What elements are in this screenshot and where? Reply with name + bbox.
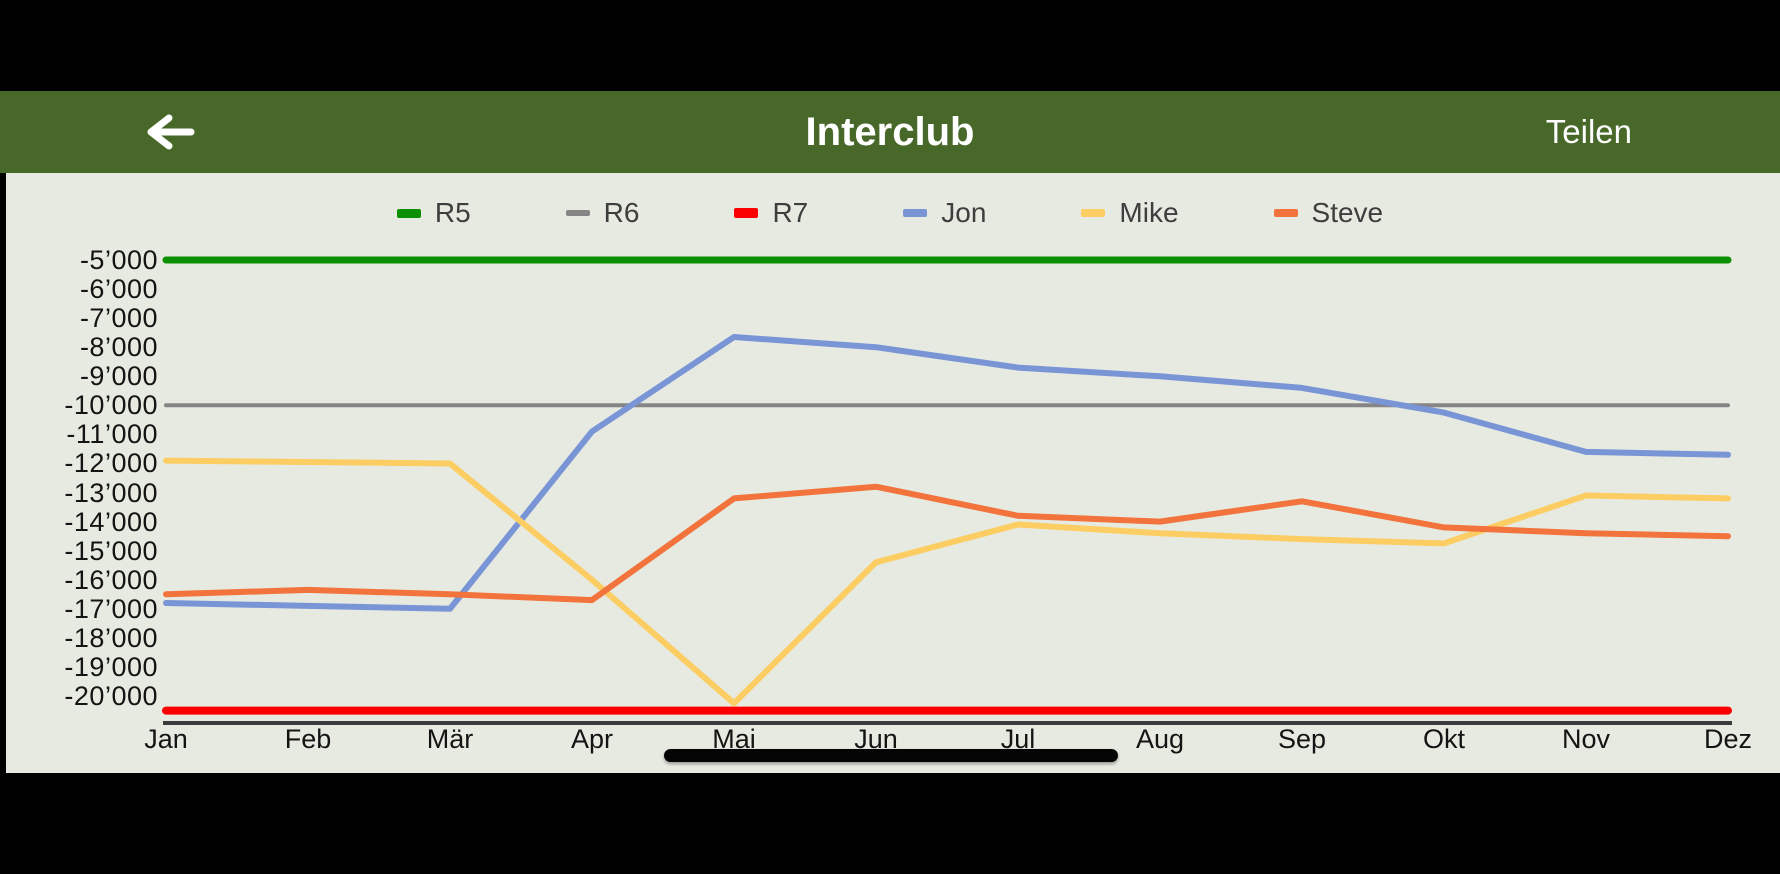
chart-legend: R5 R6 R7 Jon Mike Steve: [0, 195, 1780, 231]
legend-label: Jon: [941, 197, 987, 228]
x-tick-label: Aug: [1135, 724, 1185, 754]
y-tick-label: -15’000: [64, 536, 158, 566]
y-tick-label: -12’000: [64, 448, 158, 478]
series-line-Jon: [163, 334, 1731, 612]
arrow-left-icon: [147, 114, 195, 150]
legend-label: R5: [434, 197, 471, 228]
back-button[interactable]: [142, 110, 198, 154]
legend-swatch-Mike: [1081, 209, 1106, 217]
legend-swatch-Jon: [903, 209, 928, 217]
y-tick-label: -11’000: [66, 419, 158, 449]
legend-label: R7: [772, 197, 809, 228]
y-tick-label: -8’000: [79, 332, 158, 362]
legend-item-Jon: Jon: [903, 197, 986, 229]
x-tick-label: Feb: [284, 724, 332, 754]
y-tick-label: -6’000: [79, 274, 158, 304]
y-tick-label: -9’000: [79, 361, 158, 391]
legend-label: R6: [603, 197, 640, 228]
y-tick-label: -20’000: [64, 681, 158, 711]
chart-plot: [162, 256, 1732, 725]
x-tick-label: Okt: [1422, 724, 1465, 754]
y-tick-label: -14’000: [64, 507, 158, 537]
y-tick-label: -7’000: [79, 303, 158, 333]
legend-item-R6: R6: [565, 197, 640, 229]
x-tick-label: Nov: [1561, 724, 1610, 754]
top-letterbox-bar: [0, 0, 1780, 91]
legend-swatch-R5: [396, 208, 421, 218]
legend-item-Mike: Mike: [1081, 197, 1179, 229]
legend-swatch-Steve: [1273, 209, 1298, 217]
y-tick-label: -13’000: [64, 478, 158, 508]
x-tick-label: Sep: [1277, 724, 1327, 754]
legend-label: Mike: [1119, 197, 1179, 228]
left-edge-strip: [0, 173, 6, 773]
legend-item-R7: R7: [734, 197, 808, 229]
bottom-letterbox-bar: [0, 773, 1780, 874]
legend-swatch-R6: [565, 210, 590, 216]
series-line-Mike: [163, 457, 1731, 707]
page-title: Interclub: [805, 110, 975, 154]
legend-item-Steve: Steve: [1273, 197, 1384, 229]
y-tick-label: -19’000: [64, 652, 158, 682]
y-tick-label: -17’000: [64, 594, 158, 624]
y-tick-label: -5’000: [79, 245, 158, 275]
legend-label: Steve: [1311, 197, 1384, 228]
x-tick-label: Jan: [144, 724, 188, 754]
home-indicator-handle[interactable]: [664, 749, 1118, 762]
y-tick-label: -18’000: [64, 623, 158, 653]
legend-swatch-R7: [734, 208, 759, 218]
x-tick-label: Apr: [570, 724, 614, 754]
app-header: Interclub Teilen: [0, 91, 1780, 173]
legend-item-R5: R5: [396, 197, 471, 229]
x-tick-label: Mär: [426, 724, 474, 754]
series-line-Steve: [163, 483, 1731, 604]
share-button[interactable]: Teilen: [1545, 113, 1632, 150]
x-tick-label: Dez: [1703, 724, 1752, 754]
y-tick-label: -16’000: [64, 565, 158, 595]
y-tick-label: -10’000: [64, 390, 158, 420]
chart-area: R5 R6 R7 Jon Mike Steve -5’000 -6’000 -7’000 -8’…: [0, 173, 1780, 773]
